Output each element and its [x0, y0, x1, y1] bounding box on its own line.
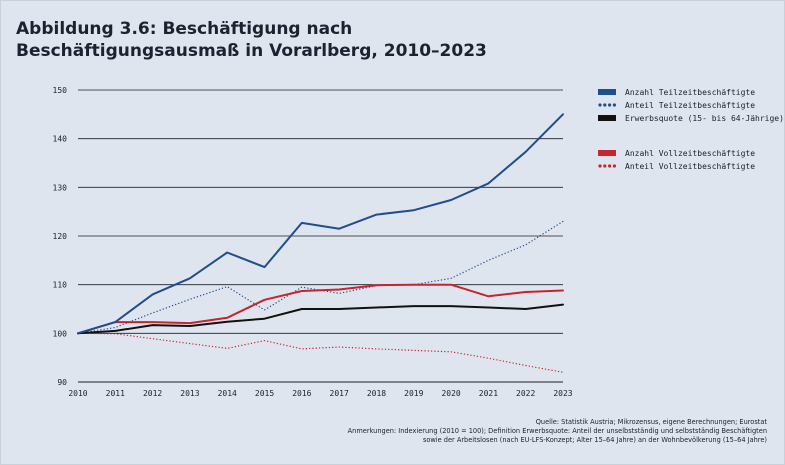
x-tick-label: 2013 — [180, 389, 199, 398]
legend-swatch-3 — [598, 150, 616, 156]
x-tick-label: 2021 — [479, 389, 498, 398]
x-tick-label: 2011 — [106, 389, 125, 398]
y-tick-label: 150 — [53, 86, 68, 95]
y-tick-label: 120 — [53, 232, 68, 241]
x-tick-label: 2022 — [516, 389, 535, 398]
x-tick-label: 2017 — [330, 389, 349, 398]
series-line-0 — [77, 113, 564, 335]
y-tick-label: 130 — [53, 183, 68, 192]
x-tick-label: 2015 — [255, 389, 274, 398]
x-tick-label: 2014 — [218, 389, 237, 398]
legend-swatch-4 — [608, 164, 612, 168]
legend-swatch-4 — [603, 164, 607, 168]
legend-swatch-4 — [612, 164, 617, 168]
legend-swatch-0 — [598, 89, 616, 95]
remarks-line-1: Anmerkungen: Indexierung (2010 = 100); D… — [347, 427, 767, 435]
legend-label-3: Anzahl Vollzeitbeschäftigte — [625, 149, 755, 158]
series-line-2 — [77, 303, 564, 335]
legend-swatch-1 — [598, 103, 602, 107]
legend-swatch-1 — [608, 103, 612, 107]
y-tick-label: 90 — [57, 378, 67, 387]
chart-footer: Quelle: Statistik Austria; Mikrozensus, … — [347, 418, 767, 445]
legend-label-0: Anzahl Teilzeitbeschäftigte — [625, 88, 755, 97]
legend-swatch-4 — [598, 164, 602, 168]
legend-label-2: Erwerbsquote (15- bis 64-Jährige) — [625, 114, 784, 123]
legend-swatch-1 — [603, 103, 607, 107]
chart-title: Abbildung 3.6: Beschäftigung nach Beschä… — [16, 19, 487, 61]
x-tick-label: 2020 — [441, 389, 460, 398]
series-line-1 — [77, 220, 564, 334]
legend-label-4: Anteil Vollzeitbeschäftigte — [625, 162, 755, 171]
x-tick-label: 2023 — [553, 389, 572, 398]
y-tick-label: 140 — [53, 135, 68, 144]
x-tick-label: 2019 — [404, 389, 423, 398]
legend-label-1: Anteil Teilzeitbeschäftigte — [625, 101, 755, 110]
y-tick-label: 100 — [53, 329, 68, 338]
y-tick-label: 110 — [53, 281, 68, 290]
legend-swatch-2 — [598, 115, 616, 121]
x-tick-label: 2010 — [68, 389, 87, 398]
series-line-4 — [77, 332, 564, 373]
x-tick-label: 2012 — [143, 389, 162, 398]
source-note: Quelle: Statistik Austria; Mikrozensus, … — [535, 418, 767, 426]
remarks-line-2: sowie der Arbeitslosen (nach EU-LFS-Konz… — [422, 436, 767, 444]
x-tick-label: 2018 — [367, 389, 386, 398]
series-line-3 — [77, 283, 564, 335]
legend-swatch-1 — [612, 103, 617, 107]
x-tick-label: 2016 — [292, 389, 311, 398]
